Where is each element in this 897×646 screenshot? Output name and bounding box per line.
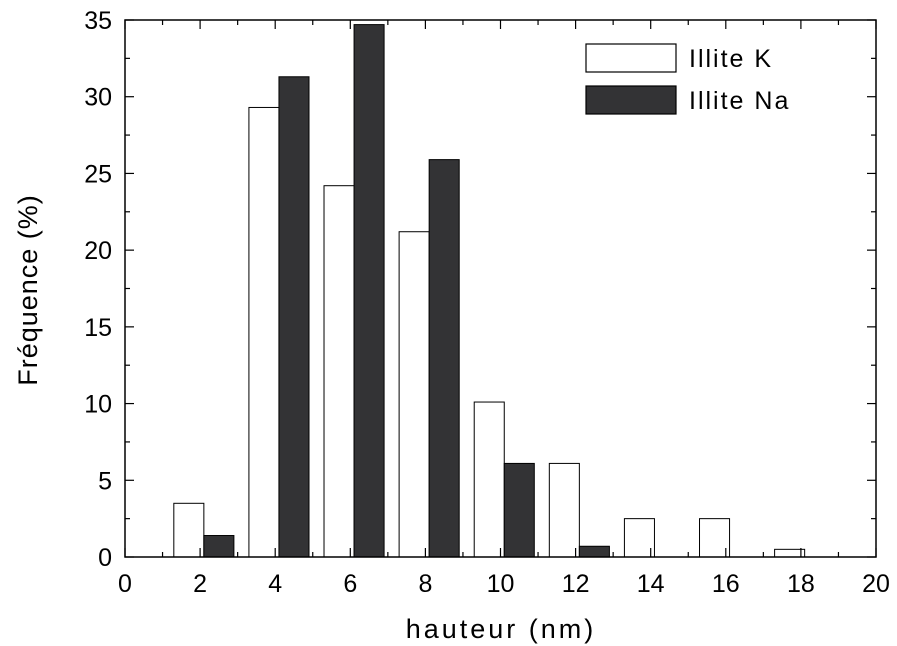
y-tick-label: 30 [84,84,112,112]
y-tick-label: 5 [98,467,112,495]
tick-marks [124,19,877,558]
y-axis-title: Fréquence (%) [13,194,43,386]
y-tick-label: 35 [84,7,112,35]
bar-illite-k-7 [699,518,731,558]
bar-illite-na-5 [578,545,610,558]
bar-illite-na-2 [353,24,385,558]
bar-illite-na-0 [203,535,235,558]
bar-illite-k-0 [173,502,205,558]
y-tick-label: 10 [84,391,112,419]
y-tick-label: 0 [98,544,112,572]
x-tick-label: 10 [487,570,515,598]
bar-illite-na-1 [278,76,310,558]
x-tick-label: 2 [193,570,207,598]
y-tick-label: 20 [84,237,112,265]
legend-swatch-illite-na [585,85,677,115]
bar-illite-na-3 [428,159,460,558]
x-tick-label: 14 [637,570,665,598]
x-tick-label: 4 [268,570,282,598]
tick-labels: 0 2 4 6 8 10 12 14 16 18 20 0 5 10 15 20 25 30 35 [84,7,890,598]
bar-illite-k-5 [548,462,580,558]
x-axis-title: hauteur (nm) [406,614,597,644]
x-tick-label: 12 [562,570,590,598]
legend-label-illite-k: Illite K [689,45,773,73]
plot-area [173,24,806,558]
x-tick-label: 6 [343,570,357,598]
y-tick-label: 15 [84,314,112,342]
bar-illite-k-2 [323,185,355,558]
legend: Illite K Illite Na [585,43,790,115]
x-tick-label: 16 [712,570,740,598]
legend-swatch-illite-k [585,43,677,73]
bar-illite-k-1 [248,106,280,558]
x-tick-label: 18 [787,570,815,598]
x-tick-label: 0 [118,570,132,598]
y-tick-label: 25 [84,160,112,188]
legend-label-illite-na: Illite Na [689,87,790,115]
bar-illite-k-3 [398,231,430,558]
bar-illite-k-4 [473,401,505,558]
x-tick-label: 20 [862,570,890,598]
bar-illite-na-4 [503,462,535,558]
x-tick-label: 8 [418,570,432,598]
bar-illite-k-8 [774,548,806,558]
bar-illite-k-6 [623,518,655,558]
